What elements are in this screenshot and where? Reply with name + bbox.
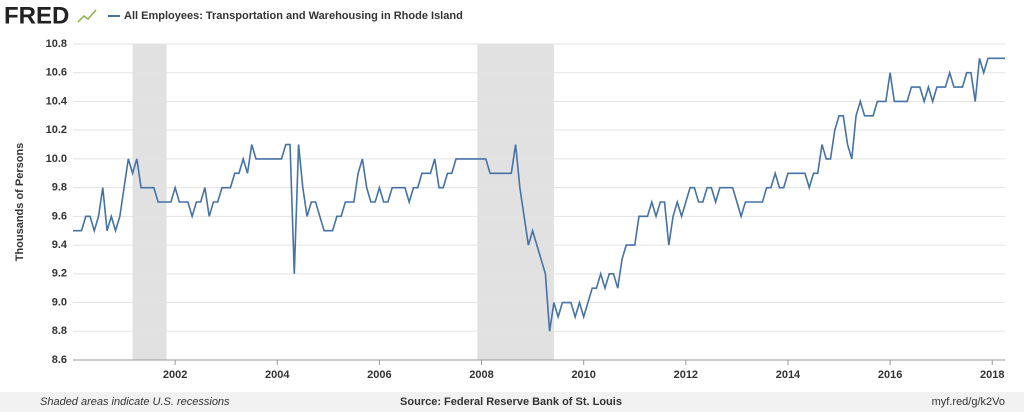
footer-band [0, 392, 1024, 412]
y-tick-label: 9.6 [52, 210, 67, 222]
x-tick-label: 2012 [674, 369, 698, 381]
y-tick-label: 9.8 [52, 182, 67, 194]
logo-icon [77, 9, 97, 23]
footer-note: Shaded areas indicate U.S. recessions [40, 396, 230, 408]
plot-area [73, 43, 1005, 365]
y-tick-label: 8.6 [52, 354, 67, 366]
y-axis-label: Thousands of Persons [14, 143, 26, 262]
logo: FRED [4, 2, 69, 29]
x-tick-label: 2010 [571, 369, 595, 381]
x-tick-label: 2004 [265, 369, 290, 381]
footer-link[interactable]: myf.red/g/k2Vo [932, 396, 1005, 408]
footer-source: Source: Federal Reserve Bank of St. Loui… [400, 396, 622, 408]
y-tick-label: 9.2 [52, 268, 67, 280]
y-tick-label: 10.4 [46, 95, 68, 107]
y-tick-label: 10.0 [46, 153, 67, 165]
y-tick-label: 8.8 [52, 325, 67, 337]
x-tick-label: 2014 [776, 369, 801, 381]
chart-title: All Employees: Transportation and Wareho… [124, 10, 463, 22]
x-tick-label: 2002 [163, 369, 187, 381]
x-tick-label: 2006 [367, 369, 391, 381]
y-tick-label: 10.2 [46, 124, 67, 136]
series-line [73, 57, 1005, 332]
y-tick-label: 9.0 [52, 296, 67, 308]
y-tick-label: 10.6 [46, 67, 67, 79]
y-tick-label: 10.8 [46, 38, 67, 50]
x-tick-label: 2018 [980, 369, 1004, 381]
recession-band [477, 44, 554, 360]
x-tick-label: 2016 [878, 369, 902, 381]
x-tick-label: 2008 [469, 369, 493, 381]
y-tick-label: 9.4 [52, 239, 68, 251]
